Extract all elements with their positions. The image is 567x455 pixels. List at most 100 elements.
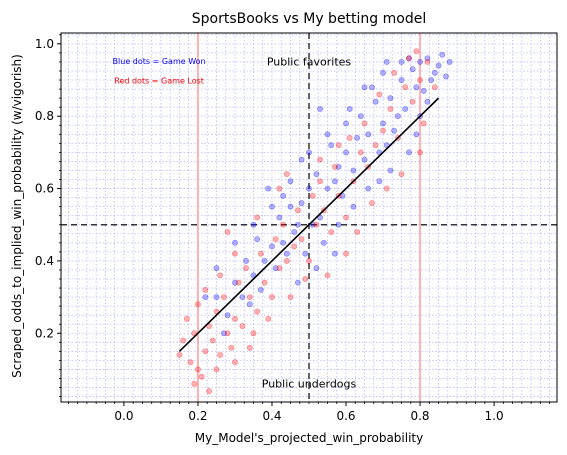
point-game-won — [343, 149, 349, 156]
chart-title: SportsBooks vs My betting model — [192, 11, 426, 27]
point-game-won — [320, 239, 327, 246]
point-game-won — [239, 294, 246, 300]
annotation-label: Public favorites — [267, 56, 352, 69]
point-game-won — [420, 87, 427, 94]
point-game-won — [313, 265, 320, 272]
point-game-lost — [287, 294, 294, 300]
point-game-lost — [195, 301, 201, 308]
point-game-won — [302, 250, 309, 257]
point-game-won — [398, 77, 405, 83]
data-points — [176, 48, 453, 395]
point-game-won — [257, 286, 264, 293]
point-game-won — [406, 55, 412, 62]
point-game-won — [413, 84, 420, 91]
point-game-lost — [265, 315, 272, 322]
point-game-lost — [217, 352, 224, 358]
reference-lines — [61, 33, 557, 402]
y-tick-label: 0.6 — [35, 182, 54, 196]
point-game-won — [243, 258, 249, 264]
point-game-won — [306, 185, 312, 192]
point-game-won — [332, 178, 338, 185]
point-game-lost — [224, 330, 231, 337]
point-game-lost — [254, 214, 261, 221]
y-axis-title: Scraped_odds_to_implied_win_probability … — [10, 54, 24, 378]
point-game-won — [365, 131, 372, 138]
point-game-lost — [402, 84, 409, 91]
point-game-won — [413, 131, 420, 138]
point-game-won — [261, 258, 268, 264]
point-game-won — [317, 106, 324, 112]
y-tick-label: 0.4 — [35, 254, 54, 268]
point-game-won — [357, 113, 364, 120]
point-game-lost — [228, 344, 235, 351]
point-game-won — [298, 156, 305, 163]
point-game-lost — [257, 250, 264, 257]
x-tick-label: 0.6 — [336, 409, 355, 423]
point-game-lost — [254, 308, 261, 315]
point-game-lost — [369, 200, 375, 206]
point-game-won — [369, 84, 375, 91]
point-game-lost — [243, 265, 249, 272]
point-game-won — [409, 66, 416, 73]
trend-line-group — [178, 97, 440, 352]
point-game-won — [232, 239, 238, 246]
point-game-won — [380, 69, 386, 76]
point-game-lost — [424, 59, 431, 65]
point-game-won — [265, 185, 272, 192]
point-game-won — [435, 62, 442, 69]
point-game-won — [213, 265, 220, 272]
point-game-lost — [387, 106, 394, 112]
point-game-won — [394, 113, 401, 120]
point-game-lost — [332, 163, 338, 170]
point-game-lost — [232, 250, 238, 257]
point-game-lost — [335, 142, 342, 149]
point-game-lost — [406, 55, 412, 62]
point-game-won — [424, 55, 431, 62]
point-game-won — [276, 214, 283, 221]
point-game-lost — [431, 84, 438, 91]
point-game-won — [346, 106, 353, 112]
point-game-won — [291, 229, 298, 235]
point-game-lost — [246, 344, 253, 351]
point-game-won — [280, 239, 286, 246]
point-game-lost — [202, 286, 209, 293]
point-game-won — [324, 131, 331, 138]
x-tick-label: 0.8 — [410, 409, 429, 423]
point-game-lost — [283, 258, 290, 264]
point-game-lost — [324, 272, 331, 279]
point-game-won — [254, 236, 261, 243]
point-game-won — [328, 142, 335, 149]
point-game-lost — [183, 315, 190, 322]
point-game-lost — [187, 359, 194, 366]
point-game-lost — [195, 366, 201, 373]
axis-ticks: 0.0 0.2 0.4 0.6 0.8 1.0 0.2 0.4 0.6 0.8 1.0 — [35, 34, 550, 423]
point-game-lost — [317, 156, 324, 163]
annotations: Blue dots = Game Won Red dots = Game Lost… — [113, 56, 357, 391]
annotation-label: Red dots = Game Lost — [114, 77, 204, 86]
point-game-won — [354, 135, 361, 141]
point-game-lost — [217, 272, 224, 279]
point-game-lost — [417, 77, 423, 83]
y-tick-label: 1.0 — [35, 37, 54, 51]
x-tick-label: 0.4 — [262, 409, 281, 423]
point-game-won — [232, 279, 238, 286]
point-game-won — [402, 106, 409, 112]
annotation-label: Public underdogs — [262, 378, 357, 391]
point-game-won — [246, 301, 253, 308]
point-game-won — [220, 330, 227, 337]
point-game-lost — [250, 330, 257, 337]
point-game-won — [298, 200, 305, 206]
point-game-won — [387, 167, 394, 174]
point-game-lost — [302, 276, 309, 282]
point-game-lost — [180, 337, 187, 344]
point-game-won — [398, 59, 405, 65]
point-game-lost — [417, 149, 423, 156]
point-game-lost — [343, 214, 349, 221]
point-game-lost — [220, 294, 227, 300]
point-game-lost — [391, 69, 398, 76]
point-game-won — [380, 120, 386, 127]
point-game-won — [361, 156, 368, 163]
point-game-won — [376, 178, 383, 185]
point-game-won — [446, 59, 453, 65]
